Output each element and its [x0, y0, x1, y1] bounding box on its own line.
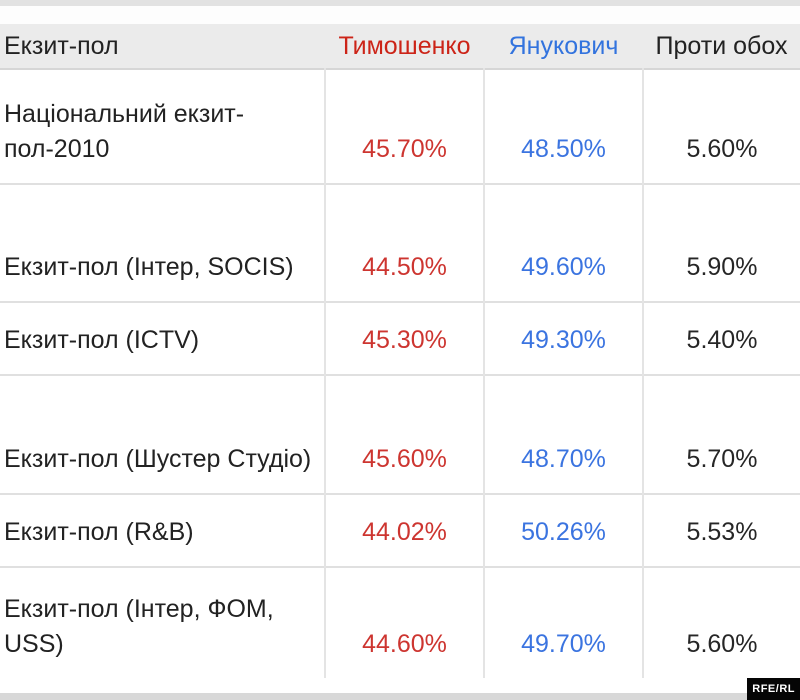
top-divider [0, 0, 800, 6]
tymoshenko-value: 45.70% [324, 69, 484, 184]
header-tymoshenko: Тимошенко [325, 24, 484, 69]
table-row: Екзит-пол (Шустер Студіо) 45.60% 48.70% … [0, 375, 800, 494]
table-row: Екзит-пол (ICTV) 45.30% 49.30% 5.40% [0, 302, 800, 375]
against-both-value: 5.40% [642, 302, 800, 375]
rferl-logo: RFE/RL [747, 678, 800, 700]
top-gap [0, 6, 800, 24]
header-yanukovych: Янукович [484, 24, 643, 69]
poll-name: Національний екзит-пол-2010 [4, 100, 245, 163]
exit-poll-table: Екзит-пол Тимошенко Янукович Проти обох … [0, 24, 800, 678]
tymoshenko-value: 44.60% [324, 567, 484, 678]
table-row: Екзит-пол (Інтер, SOCIS) 44.50% 49.60% 5… [0, 184, 800, 302]
yanukovych-value: 48.50% [483, 69, 643, 184]
yanukovych-value: 49.30% [483, 302, 643, 375]
against-both-value: 5.70% [642, 375, 800, 494]
poll-name: Екзит-пол (Інтер, ФОМ, USS) [4, 595, 274, 658]
bottom-divider [0, 693, 800, 700]
table-row: Національний екзит-пол-2010 45.70% 48.50… [0, 69, 800, 184]
against-both-value: 5.90% [642, 184, 800, 302]
against-both-value: 5.60% [642, 69, 800, 184]
table-header-row: Екзит-пол Тимошенко Янукович Проти обох [0, 24, 800, 69]
header-against-both: Проти обох [643, 24, 800, 69]
tymoshenko-value: 44.02% [324, 494, 484, 567]
header-exit-poll: Екзит-пол [0, 24, 325, 69]
tymoshenko-value: 45.30% [324, 302, 484, 375]
poll-name: Екзит-пол (Шустер Студіо) [4, 445, 312, 473]
yanukovych-value: 49.60% [483, 184, 643, 302]
poll-name: Екзит-пол (R&B) [4, 518, 194, 546]
tymoshenko-value: 45.60% [324, 375, 484, 494]
yanukovych-value: 50.26% [483, 494, 643, 567]
yanukovych-value: 49.70% [483, 567, 643, 678]
tymoshenko-value: 44.50% [324, 184, 484, 302]
table-row: Екзит-пол (R&B) 44.02% 50.26% 5.53% [0, 494, 800, 567]
table-row: Екзит-пол (Інтер, ФОМ, USS) 44.60% 49.70… [0, 567, 800, 678]
poll-name: Екзит-пол (Інтер, SOCIS) [4, 253, 294, 281]
poll-name: Екзит-пол (ICTV) [4, 326, 200, 354]
against-both-value: 5.53% [642, 494, 800, 567]
against-both-value: 5.60% [642, 567, 800, 678]
yanukovych-value: 48.70% [483, 375, 643, 494]
